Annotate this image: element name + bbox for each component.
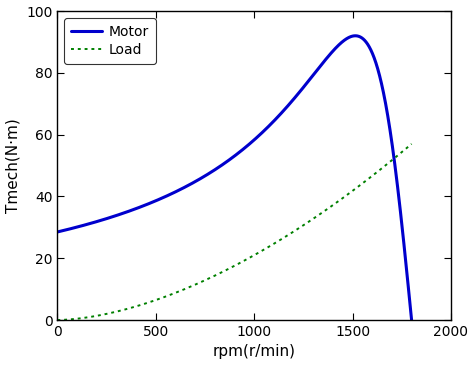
- Load: [333, 200, 339, 205]
- Y-axis label: Tmech(N·m): Tmech(N·m): [6, 118, 20, 213]
- Motor: [116, 212, 122, 217]
- Load: [409, 142, 414, 146]
- Motor: [95, 219, 100, 223]
- Load: [218, 271, 223, 275]
- Motor: [55, 230, 60, 234]
- Load: [227, 266, 232, 270]
- Load: [399, 150, 404, 155]
- Line: Motor: Motor: [57, 36, 411, 320]
- Motor: [364, 41, 369, 45]
- Line: Load: Load: [57, 144, 411, 320]
- Load: [73, 317, 78, 321]
- Motor: [191, 181, 196, 185]
- Motor: [402, 250, 408, 254]
- Motor: [353, 34, 358, 38]
- Legend: Motor, Load: Motor, Load: [64, 18, 156, 64]
- Load: [55, 318, 60, 322]
- Motor: [206, 172, 211, 176]
- Load: [398, 150, 404, 155]
- Motor: [409, 318, 414, 322]
- X-axis label: rpm(r/min): rpm(r/min): [213, 345, 296, 360]
